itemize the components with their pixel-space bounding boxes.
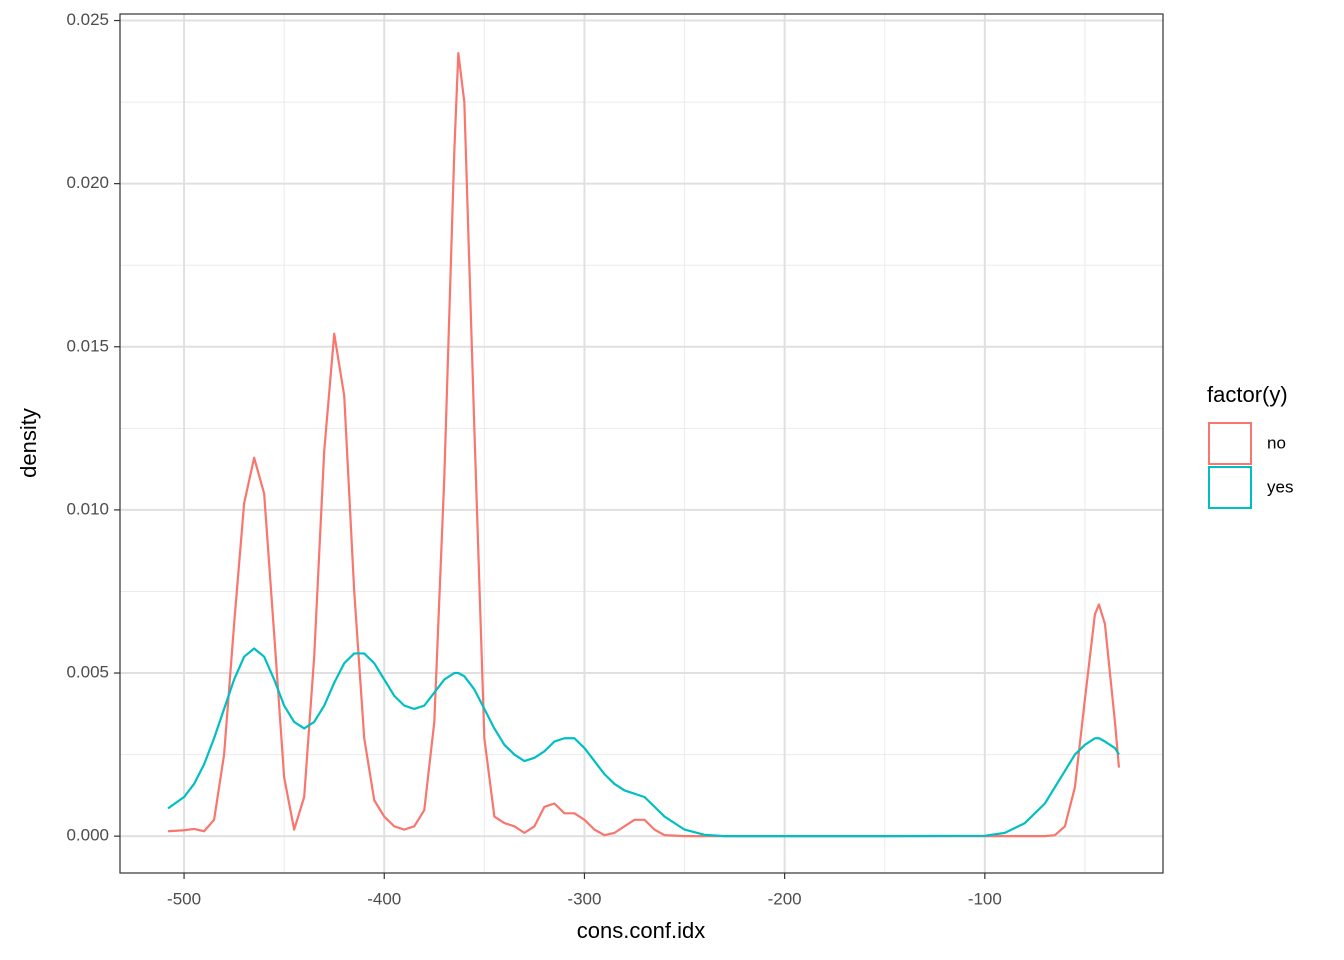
y-tick-label: 0.015 — [66, 336, 109, 355]
legend-label: no — [1267, 433, 1286, 452]
panel-border — [119, 13, 1164, 874]
y-tick-label: 0.005 — [66, 662, 109, 681]
legend-label: yes — [1267, 477, 1293, 496]
y-tick-label: 0.020 — [66, 173, 109, 192]
x-tick-label: -200 — [768, 889, 802, 908]
y-tick-label: 0.025 — [66, 10, 109, 29]
y-axis-title: density — [16, 408, 41, 478]
x-axis-title: cons.conf.idx — [577, 918, 705, 943]
density-line — [167, 647, 1120, 838]
density-line — [167, 52, 1121, 838]
legend-title: factor(y) — [1207, 382, 1288, 407]
y-tick-label: 0.000 — [66, 826, 109, 845]
y-tick-label: 0.010 — [66, 499, 109, 518]
x-tick-label: -500 — [167, 889, 201, 908]
legend-key — [1208, 466, 1252, 509]
x-tick-label: -400 — [367, 889, 401, 908]
x-tick-label: -300 — [567, 889, 601, 908]
x-tick-label: -100 — [968, 889, 1002, 908]
legend-key — [1208, 422, 1252, 465]
